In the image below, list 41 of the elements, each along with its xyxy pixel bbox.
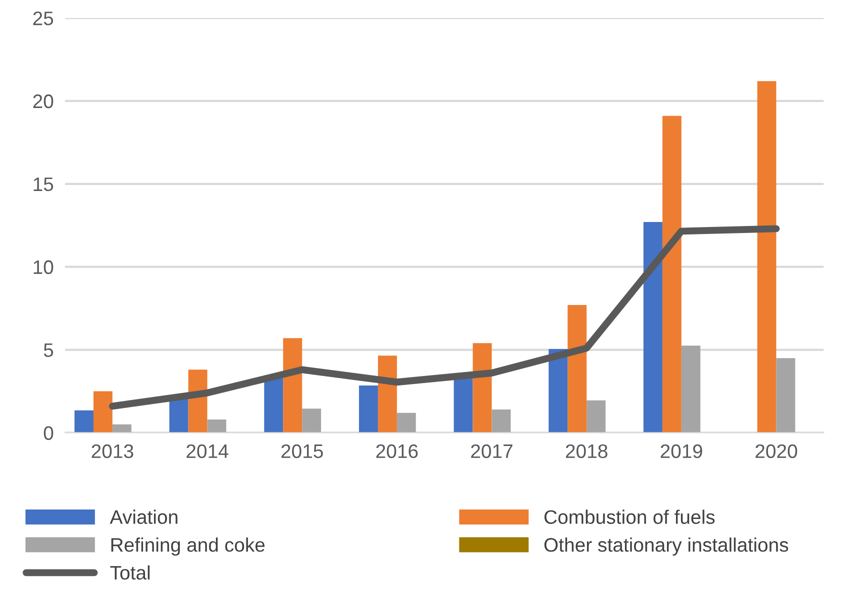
x-tick-label: 2016	[376, 444, 418, 458]
bar	[378, 356, 397, 433]
bar	[169, 398, 188, 433]
bar	[776, 358, 796, 433]
bar	[93, 391, 112, 433]
y-tick-label: 0	[44, 426, 54, 440]
x-tick-label: 2019	[660, 444, 702, 458]
y-tick-label: 25	[33, 12, 54, 26]
bar	[396, 412, 416, 433]
x-tick-label: 2015	[281, 444, 323, 458]
bar	[207, 419, 226, 433]
bar	[681, 346, 700, 433]
x-tick-label: 2017	[471, 444, 512, 458]
bar	[643, 222, 662, 433]
bar	[454, 378, 473, 433]
legend-label: Other stationary installations	[544, 538, 788, 556]
legend-label: Refining and coke	[111, 538, 265, 556]
x-tick-label: 2013	[92, 444, 134, 458]
bar	[283, 338, 302, 433]
bar	[548, 348, 568, 433]
bar	[568, 304, 587, 433]
bar	[302, 408, 322, 433]
legend-label: Aviation	[110, 510, 178, 524]
bar	[74, 410, 94, 433]
x-tick-label: 2014	[186, 444, 228, 458]
legend-label: Total	[110, 565, 150, 580]
y-tick-label: 20	[33, 94, 54, 108]
bar	[112, 424, 132, 433]
bar	[264, 376, 284, 433]
x-tick-label: 2020	[756, 444, 798, 458]
bar	[757, 81, 776, 433]
legend-label: Combustion of fuels	[544, 510, 715, 524]
bar	[492, 409, 511, 433]
y-tick-label: 5	[44, 343, 54, 358]
bar	[358, 385, 378, 433]
bar	[586, 400, 606, 433]
bar	[472, 343, 492, 433]
y-tick-label: 10	[34, 260, 54, 274]
y-tick-label: 15	[34, 178, 54, 192]
x-tick-label: 2018	[566, 444, 608, 458]
bar	[662, 116, 682, 433]
